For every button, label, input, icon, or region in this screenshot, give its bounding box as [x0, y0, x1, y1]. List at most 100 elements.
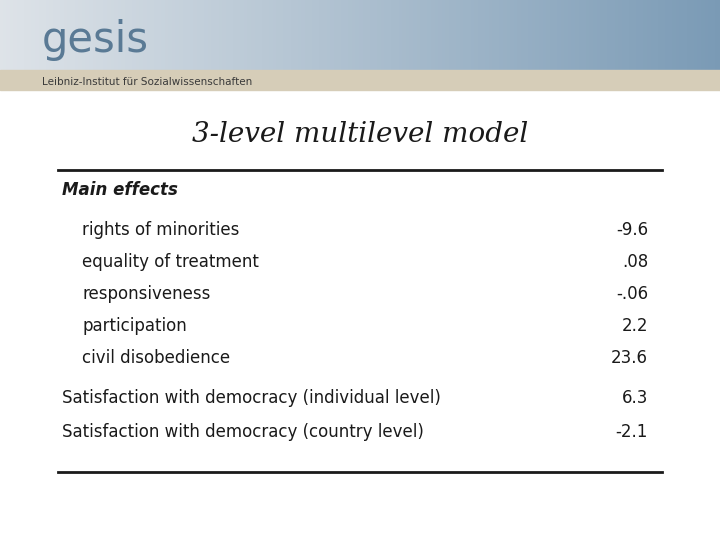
Bar	[58, 0, 61, 70]
Bar	[400, 0, 403, 70]
Bar	[4, 0, 7, 70]
Bar	[461, 0, 464, 70]
Bar	[335, 0, 338, 70]
Bar	[396, 0, 400, 70]
Bar	[666, 0, 670, 70]
Bar	[256, 0, 259, 70]
Bar	[349, 0, 353, 70]
Bar	[526, 0, 529, 70]
Bar	[500, 0, 504, 70]
Bar	[241, 0, 245, 70]
Bar	[194, 0, 198, 70]
Bar	[259, 0, 263, 70]
Bar	[508, 0, 511, 70]
Bar	[367, 0, 371, 70]
Bar	[40, 0, 43, 70]
Text: .08: .08	[622, 253, 648, 271]
Bar	[324, 0, 328, 70]
Bar	[637, 0, 641, 70]
Bar	[331, 0, 335, 70]
Bar	[511, 0, 515, 70]
Bar	[364, 0, 367, 70]
Bar	[22, 0, 25, 70]
Bar	[529, 0, 533, 70]
Bar	[18, 0, 22, 70]
Bar	[371, 0, 374, 70]
Bar	[320, 0, 324, 70]
Bar	[205, 0, 209, 70]
Bar	[382, 0, 385, 70]
Bar	[608, 0, 612, 70]
Bar	[270, 0, 274, 70]
Bar	[565, 0, 569, 70]
Bar	[468, 0, 472, 70]
Bar	[227, 0, 230, 70]
Bar	[306, 0, 310, 70]
Bar	[230, 0, 234, 70]
Bar	[317, 0, 320, 70]
Bar	[155, 0, 158, 70]
Bar	[158, 0, 162, 70]
Bar	[378, 0, 382, 70]
Bar	[673, 0, 677, 70]
Bar	[688, 0, 691, 70]
Bar	[641, 0, 644, 70]
Text: civil disobedience: civil disobedience	[82, 349, 230, 367]
Text: 23.6: 23.6	[611, 349, 648, 367]
Bar	[648, 0, 652, 70]
Bar	[691, 0, 695, 70]
Text: gesis: gesis	[42, 19, 149, 61]
Bar	[32, 0, 36, 70]
Bar	[619, 0, 623, 70]
Text: -.06: -.06	[616, 285, 648, 303]
Bar	[346, 0, 349, 70]
Bar	[457, 0, 461, 70]
Bar	[432, 0, 436, 70]
Bar	[518, 0, 522, 70]
Bar	[166, 0, 169, 70]
Bar	[392, 0, 396, 70]
Bar	[403, 0, 407, 70]
Bar	[443, 0, 446, 70]
Bar	[25, 0, 29, 70]
Bar	[493, 0, 497, 70]
Bar	[540, 0, 544, 70]
Text: -9.6: -9.6	[616, 221, 648, 239]
Bar	[475, 0, 479, 70]
Bar	[623, 0, 626, 70]
Bar	[299, 0, 302, 70]
Bar	[101, 0, 104, 70]
Text: Leibniz-Institut für Sozialwissenschaften: Leibniz-Institut für Sozialwissenschafte…	[42, 77, 252, 87]
Bar	[97, 0, 101, 70]
Bar	[353, 0, 356, 70]
Bar	[716, 0, 720, 70]
Bar	[490, 0, 493, 70]
Bar	[695, 0, 698, 70]
Bar	[302, 0, 306, 70]
Bar	[670, 0, 673, 70]
Bar	[684, 0, 688, 70]
Bar	[479, 0, 482, 70]
Bar	[140, 0, 144, 70]
Bar	[212, 0, 216, 70]
Bar	[446, 0, 450, 70]
Bar	[187, 0, 191, 70]
Bar	[594, 0, 598, 70]
Bar	[630, 0, 634, 70]
Bar	[338, 0, 342, 70]
Bar	[284, 0, 288, 70]
Bar	[536, 0, 540, 70]
Bar	[281, 0, 284, 70]
Bar	[36, 0, 40, 70]
Bar	[83, 0, 86, 70]
Bar	[0, 70, 720, 90]
Bar	[522, 0, 526, 70]
Bar	[7, 0, 11, 70]
Bar	[421, 0, 425, 70]
Bar	[292, 0, 295, 70]
Bar	[410, 0, 414, 70]
Bar	[439, 0, 443, 70]
Bar	[436, 0, 439, 70]
Text: 6.3: 6.3	[621, 389, 648, 407]
Bar	[173, 0, 176, 70]
